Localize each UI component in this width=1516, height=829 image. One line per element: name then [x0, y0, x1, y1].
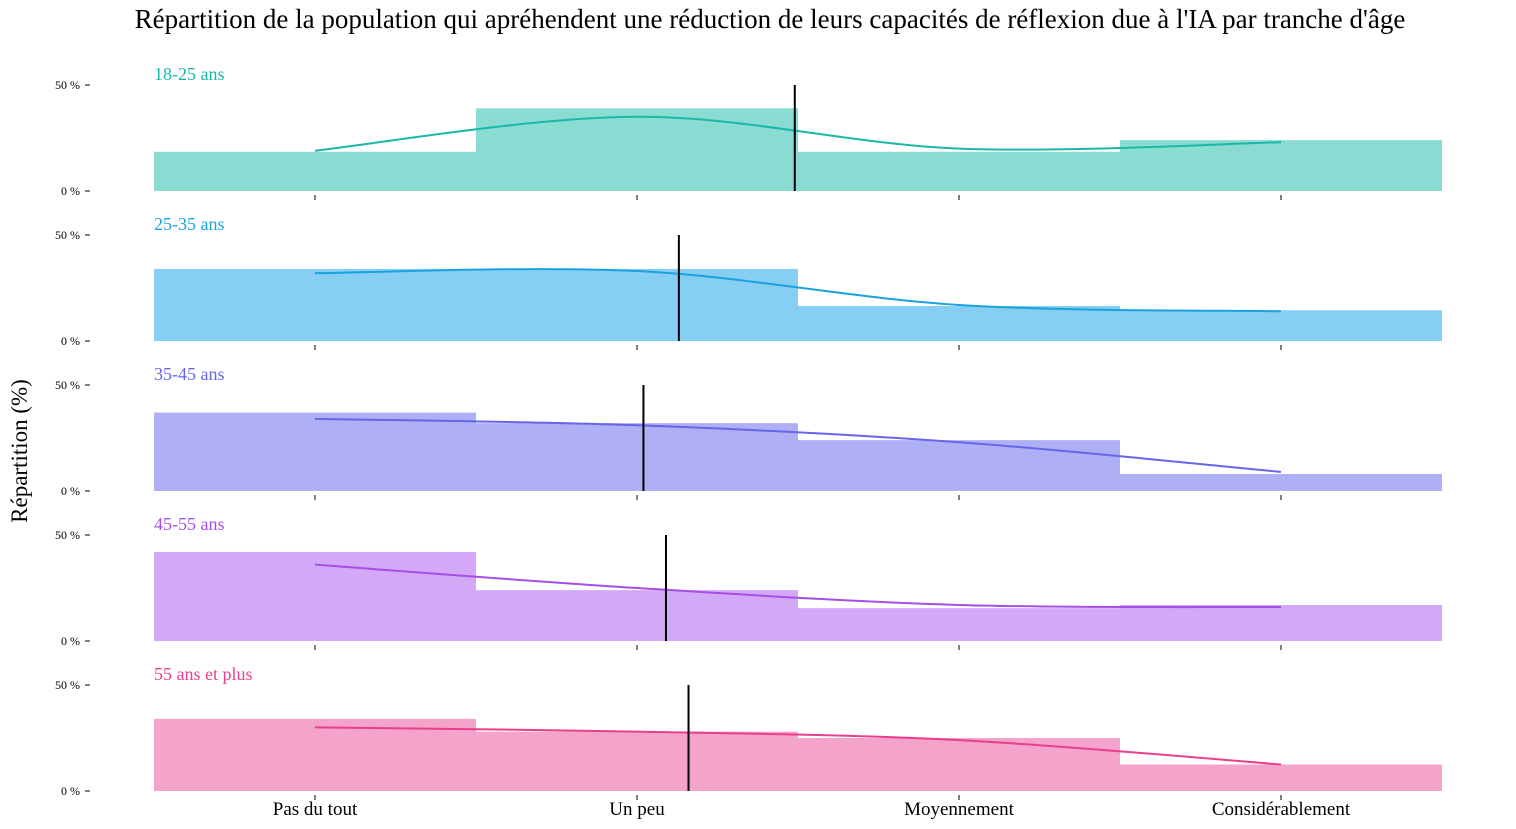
- panel-1-bar-4: [1120, 140, 1442, 191]
- panel-3-ytick-label-1: 0 %: [61, 484, 80, 498]
- chart-title: Répartition de la population qui apréhen…: [134, 4, 1406, 34]
- panel-5-label: 55 ans et plus: [154, 664, 253, 684]
- panel-1-ytick-label-1: 0 %: [61, 184, 80, 198]
- panel-1-bar-1: [154, 151, 476, 191]
- panel-4-bar-1: [154, 551, 476, 641]
- panel-4-curve: [314, 563, 1282, 609]
- panel-4-bar-4: [1120, 604, 1442, 641]
- panel-3-bar-1: [154, 412, 476, 491]
- panel-5-ytick-label-2: 50 %: [55, 678, 80, 692]
- x-tick-label-2: Un peu: [609, 799, 665, 820]
- panel-3-bar-4: [1120, 474, 1442, 491]
- panel-5-bar-2: [476, 731, 798, 791]
- panel-4-bar-3: [798, 608, 1120, 641]
- panel-2-bar-4: [1120, 310, 1442, 341]
- panel-4-ytick-label-1: 0 %: [61, 634, 80, 648]
- panel-5-bar-3: [798, 738, 1120, 791]
- panel-3-bar-2: [476, 423, 798, 491]
- panel-2-curve: [314, 268, 1282, 313]
- panel-3-bar-3: [798, 440, 1120, 491]
- panel-4-ytick-label-2: 50 %: [55, 528, 80, 542]
- panel-2-bar-3: [798, 306, 1120, 341]
- panel-1-ytick-label-2: 50 %: [55, 78, 80, 92]
- panel-2-label: 25-35 ans: [154, 214, 225, 234]
- panel-5-curve: [314, 726, 1282, 766]
- panel-1-curve: [314, 115, 1282, 152]
- panel-2-ytick-label-1: 0 %: [61, 334, 80, 348]
- panel-2-ytick-label-2: 50 %: [55, 228, 80, 242]
- panel-1-label: 18-25 ans: [154, 64, 225, 84]
- panel-4-label: 45-55 ans: [154, 514, 225, 534]
- panel-5-bar-1: [154, 718, 476, 791]
- x-tick-label-3: Moyennement: [904, 799, 1014, 820]
- panel-3-ytick-label-2: 50 %: [55, 378, 80, 392]
- panel-1-bar-3: [798, 151, 1120, 191]
- x-tick-label-4: Considérablement: [1212, 799, 1351, 820]
- panel-1-bar-2: [476, 108, 798, 191]
- panel-5-bar-4: [1120, 764, 1442, 791]
- panel-3-curve: [314, 417, 1282, 473]
- panel-2-bar-2: [476, 268, 798, 341]
- x-tick-label-1: Pas du tout: [273, 799, 358, 820]
- panel-3-label: 35-45 ans: [154, 364, 225, 384]
- panel-2-bar-1: [154, 268, 476, 341]
- panel-5-ytick-label-1: 0 %: [61, 784, 80, 798]
- panel-4-bar-2: [476, 590, 798, 641]
